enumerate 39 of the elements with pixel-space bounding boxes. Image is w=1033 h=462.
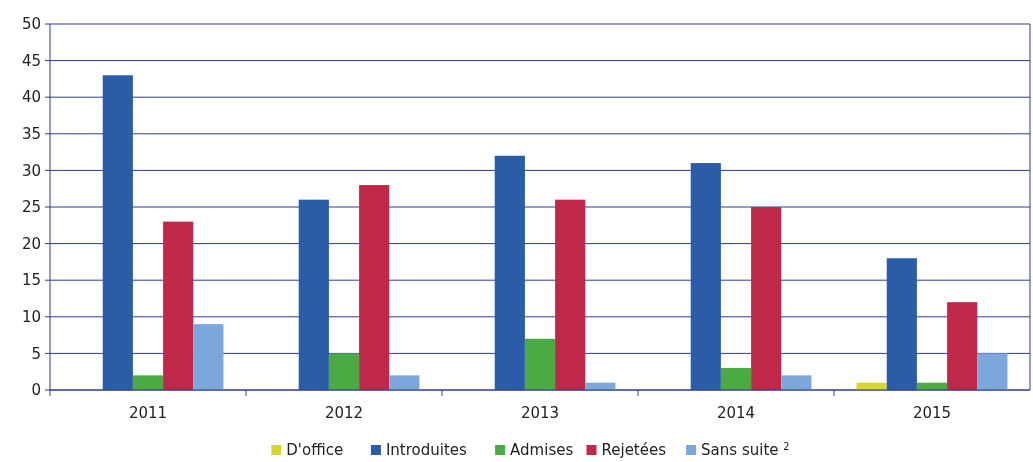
legend-label: Introduites: [385, 441, 468, 459]
bar: [132, 375, 164, 390]
y-tick-label: 35: [21, 125, 41, 144]
bar: [555, 199, 586, 390]
y-tick-label: 25: [21, 198, 41, 217]
y-tick-label: 40: [21, 88, 41, 107]
bar: [494, 155, 525, 390]
bar: [102, 75, 133, 390]
bar: [524, 338, 556, 390]
x-tick-label: 2011: [128, 404, 168, 422]
bar: [977, 353, 1008, 390]
legend-label: Rejetées: [601, 441, 667, 459]
legend-label: Admises: [510, 441, 574, 459]
legend-label: D'office: [286, 441, 344, 459]
y-tick-label: 0: [31, 381, 41, 400]
y-tick-label: 15: [21, 271, 41, 290]
y-tick-label: 10: [21, 308, 41, 327]
bar: [690, 163, 721, 390]
y-tick-label: 20: [21, 234, 41, 253]
bar: [298, 199, 329, 390]
bar: [947, 302, 978, 390]
bar: [886, 258, 917, 390]
bar: [781, 375, 812, 390]
y-tick-label: 45: [21, 51, 41, 70]
bar: [359, 185, 390, 390]
bar: [163, 221, 194, 390]
y-tick-label: 50: [21, 15, 41, 34]
bar: [389, 375, 420, 390]
bar: [751, 207, 782, 390]
x-tick-label: 2012: [324, 404, 364, 422]
y-tick-label: 5: [31, 344, 41, 363]
x-tick-label: 2013: [520, 404, 560, 422]
legend-label: Sans suite $^{2}$: [701, 440, 790, 459]
x-tick-label: 2014: [716, 404, 756, 422]
bar: [720, 368, 752, 390]
bar: [193, 324, 224, 390]
x-tick-label: 2015: [912, 404, 952, 422]
y-tick-label: 30: [21, 161, 41, 180]
bar: [328, 353, 360, 390]
